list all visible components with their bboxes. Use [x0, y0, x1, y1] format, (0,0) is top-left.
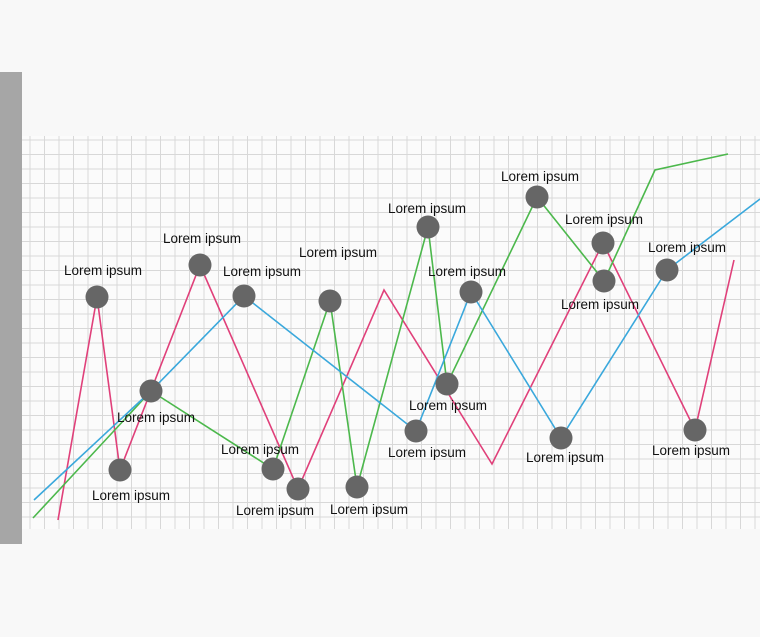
data-point-marker	[435, 372, 459, 396]
point-label: Lorem ipsum	[223, 264, 301, 279]
point-label: Lorem ipsum	[330, 502, 408, 517]
point-label: Lorem ipsum	[428, 264, 506, 279]
data-point-marker	[345, 475, 369, 499]
data-point-marker	[525, 185, 549, 209]
point-label: Lorem ipsum	[526, 450, 604, 465]
point-label: Lorem ipsum	[299, 245, 377, 260]
data-point-marker	[592, 269, 616, 293]
point-label: Lorem ipsum	[561, 297, 639, 312]
data-point-marker	[416, 215, 440, 239]
point-label: Lorem ipsum	[163, 231, 241, 246]
data-point-marker	[404, 419, 428, 443]
data-point-marker	[286, 477, 310, 501]
point-label: Lorem ipsum	[221, 442, 299, 457]
point-label: Lorem ipsum	[565, 212, 643, 227]
data-point-marker	[683, 418, 707, 442]
data-point-marker	[108, 458, 132, 482]
left-side-bar	[0, 72, 22, 544]
data-point-marker	[318, 289, 342, 313]
series-line-blue	[33, 198, 760, 501]
data-point-marker	[139, 379, 163, 403]
grid-lines	[22, 136, 760, 529]
point-label: Lorem ipsum	[652, 443, 730, 458]
data-point-marker	[591, 231, 615, 255]
data-point-marker	[459, 280, 483, 304]
point-label: Lorem ipsum	[64, 263, 142, 278]
data-point-marker	[549, 426, 573, 450]
point-label: Lorem ipsum	[388, 201, 466, 216]
point-label: Lorem ipsum	[501, 169, 579, 184]
point-label: Lorem ipsum	[236, 503, 314, 518]
data-point-marker	[655, 258, 679, 282]
point-label: Lorem ipsum	[92, 488, 170, 503]
point-label: Lorem ipsum	[648, 240, 726, 255]
plot-background	[22, 136, 760, 529]
point-label: Lorem ipsum	[117, 410, 195, 425]
point-label: Lorem ipsum	[388, 445, 466, 460]
marker-layer	[85, 185, 707, 501]
point-label: Lorem ipsum	[409, 398, 487, 413]
data-point-marker	[232, 284, 256, 308]
data-point-marker	[85, 285, 109, 309]
series-line-pink	[57, 241, 735, 521]
label-layer: Lorem ipsum Lorem ipsum Lorem ipsum Lorem i…	[64, 169, 730, 518]
data-point-marker	[261, 457, 285, 481]
data-point-marker	[188, 253, 212, 277]
